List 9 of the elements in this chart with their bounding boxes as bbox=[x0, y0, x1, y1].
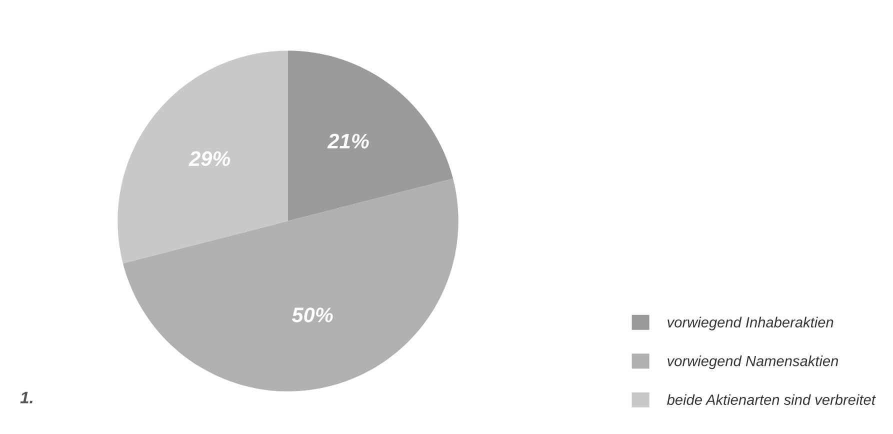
pie-slice bbox=[288, 50, 454, 221]
data-label: 21% bbox=[327, 134, 369, 148]
pie-slice bbox=[118, 50, 288, 264]
text: 1. bbox=[20, 392, 32, 404]
pie-slice bbox=[122, 178, 458, 392]
data-label: 50% bbox=[292, 308, 333, 322]
legend-label: vorwiegend Inhaberaktien bbox=[668, 316, 834, 330]
legend-label: vorwiegend Namensaktien bbox=[668, 356, 838, 370]
legend-label: beide Aktienarten sind verbreitet bbox=[667, 394, 876, 405]
